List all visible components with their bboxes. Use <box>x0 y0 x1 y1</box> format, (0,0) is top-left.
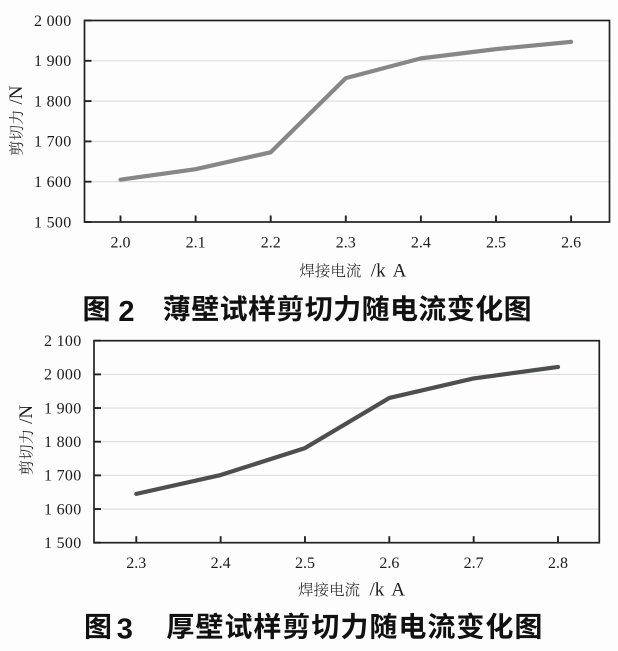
svg-text:2.6: 2.6 <box>561 235 581 252</box>
svg-text:2: 2 <box>118 296 134 328</box>
svg-text:2.6: 2.6 <box>379 555 399 572</box>
svg-text:1 500: 1 500 <box>44 535 82 552</box>
svg-text:2.7: 2.7 <box>464 555 484 572</box>
svg-text:2.4: 2.4 <box>211 555 231 572</box>
svg-text:/k: /k <box>370 579 385 600</box>
svg-text:2.5: 2.5 <box>486 235 506 252</box>
svg-text:2.5: 2.5 <box>295 555 315 572</box>
svg-text:2 100: 2 100 <box>44 333 82 350</box>
svg-text:1 900: 1 900 <box>34 53 72 70</box>
svg-text:1 800: 1 800 <box>34 93 72 110</box>
svg-text:3: 3 <box>117 614 133 646</box>
svg-text:2 000: 2 000 <box>44 367 82 384</box>
svg-text:2.3: 2.3 <box>126 555 146 572</box>
svg-text:1 900: 1 900 <box>44 400 82 417</box>
svg-text:2 000: 2 000 <box>34 13 72 30</box>
svg-text:2.1: 2.1 <box>186 235 206 252</box>
svg-text:1 500: 1 500 <box>34 214 72 231</box>
svg-text:2.2: 2.2 <box>261 235 281 252</box>
svg-text:1 600: 1 600 <box>34 174 72 191</box>
svg-text:2.3: 2.3 <box>336 235 356 252</box>
svg-text:2.8: 2.8 <box>548 555 568 572</box>
svg-text:1 700: 1 700 <box>44 468 82 485</box>
svg-text:2.0: 2.0 <box>111 235 131 252</box>
svg-text:/k: /k <box>371 260 386 281</box>
svg-text:1 700: 1 700 <box>34 134 72 151</box>
svg-text:/N: /N <box>16 405 37 424</box>
svg-text:/N: /N <box>6 85 27 104</box>
svg-text:1 600: 1 600 <box>44 501 82 518</box>
svg-text:2.4: 2.4 <box>411 235 431 252</box>
svg-text:A: A <box>393 260 407 281</box>
svg-text:1 800: 1 800 <box>44 434 82 451</box>
svg-text:A: A <box>391 579 405 600</box>
